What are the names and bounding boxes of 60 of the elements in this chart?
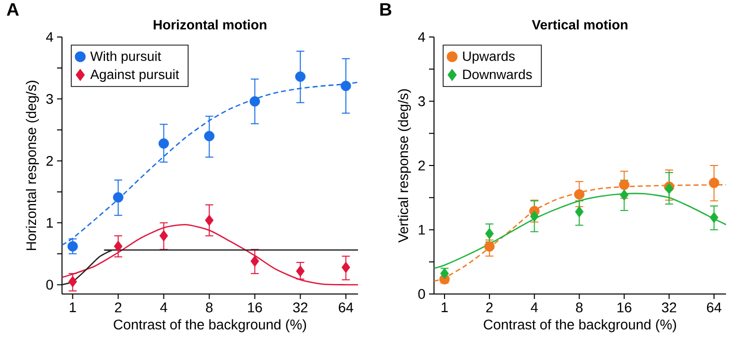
point (250, 96, 260, 107)
point (158, 138, 169, 149)
chart-title: Vertical motion (532, 20, 628, 30)
chart-title: Horizontal motion (154, 20, 266, 30)
point (664, 182, 674, 194)
y-tick-label: 0 (46, 280, 53, 290)
x-axis-title: Contrast of the background (%) (114, 319, 306, 332)
y-tick-label: 4 (418, 32, 426, 42)
legend-label: With pursuit (90, 51, 162, 64)
x-tick-label: 4 (530, 302, 538, 312)
x-tick-label: 8 (206, 302, 213, 312)
y-axis-title: Vertical response (deg/s) (398, 89, 411, 243)
y-tick-label: 3 (418, 96, 425, 106)
legend-label: Against pursuit (90, 69, 180, 82)
point (113, 192, 124, 203)
point (485, 228, 494, 240)
point (204, 130, 214, 142)
point (340, 80, 352, 92)
point (710, 212, 718, 224)
x-tick-label: 8 (576, 302, 583, 312)
x-tick-label: 1 (70, 302, 76, 312)
y-tick-label: 2 (46, 156, 53, 166)
y-tick-label: 0 (418, 289, 425, 299)
x-tick-label: 32 (662, 302, 676, 312)
point (159, 230, 168, 242)
legend-label: Downwards (463, 69, 532, 80)
x-tick-label: 64 (706, 302, 722, 312)
point (68, 276, 77, 288)
y-tick-label: 1 (418, 224, 425, 235)
point (619, 180, 630, 190)
text: B (380, 3, 392, 16)
point (296, 265, 305, 277)
point (620, 189, 629, 201)
y-tick-label: 4 (46, 32, 54, 42)
point (204, 214, 214, 226)
point (708, 178, 720, 188)
point (342, 262, 350, 274)
x-tick-label: 2 (115, 302, 122, 312)
x-axis-title: Contrast of the background (%) (484, 319, 676, 332)
text: A (6, 3, 19, 16)
y-tick-label: 1 (46, 218, 53, 228)
point (574, 206, 584, 218)
point (250, 256, 260, 267)
x-tick-label: 16 (248, 302, 262, 312)
y-tick-label: 2 (418, 160, 425, 170)
x-tick-label: 16 (618, 302, 632, 312)
point (574, 189, 584, 200)
legend-label: Upwards (463, 51, 515, 64)
x-tick-label: 2 (486, 302, 493, 312)
point (67, 241, 78, 252)
point (530, 210, 539, 222)
x-tick-label: 4 (160, 302, 168, 312)
y-tick-label: 3 (46, 94, 53, 104)
x-tick-label: 32 (293, 302, 308, 312)
point (295, 71, 306, 82)
y-axis-title: Horizontal response (deg/s) (26, 80, 39, 250)
point (440, 268, 449, 280)
x-tick-label: 1 (442, 302, 448, 312)
point (114, 240, 123, 252)
x-tick-label: 64 (338, 302, 354, 312)
